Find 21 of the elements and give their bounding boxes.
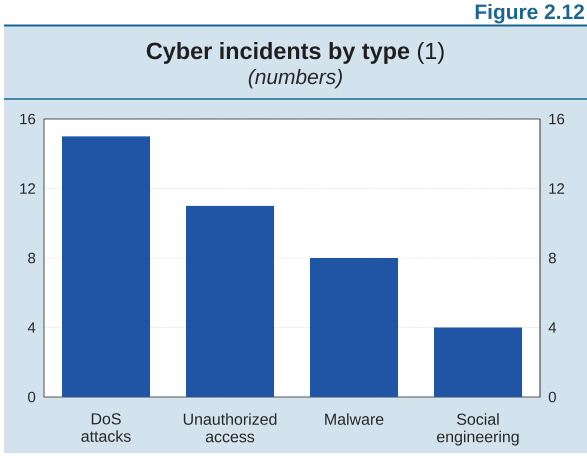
x-tick-label: DoS attacks	[81, 413, 131, 442]
y-tick-label: 16	[20, 114, 36, 124]
chart-title: Cyber incidents by type (1)	[146, 42, 444, 64]
y2-tick-label: 0	[548, 392, 556, 402]
bar	[434, 328, 522, 397]
y-tick-label: 4	[28, 322, 36, 333]
bar	[62, 136, 150, 397]
y2-tick-label: 12	[549, 183, 564, 194]
y2-tick-label: 4	[548, 322, 556, 333]
x-tick-label: Malware	[325, 413, 384, 425]
x-tick-label: Social engineering	[437, 413, 519, 446]
y2-tick-label: 16	[549, 114, 564, 124]
bar	[310, 258, 398, 397]
x-tick-label: Unauthorized access	[184, 413, 276, 442]
caption: Figure 2.12	[476, 4, 584, 24]
y-tick-label: 8	[28, 252, 36, 264]
y2-tick-label: 8	[548, 252, 556, 264]
y-tick-label: 12	[20, 183, 36, 194]
bar	[186, 206, 274, 397]
chart-subtitle: (numbers)	[248, 68, 342, 88]
y-tick-label: 0	[28, 392, 36, 402]
